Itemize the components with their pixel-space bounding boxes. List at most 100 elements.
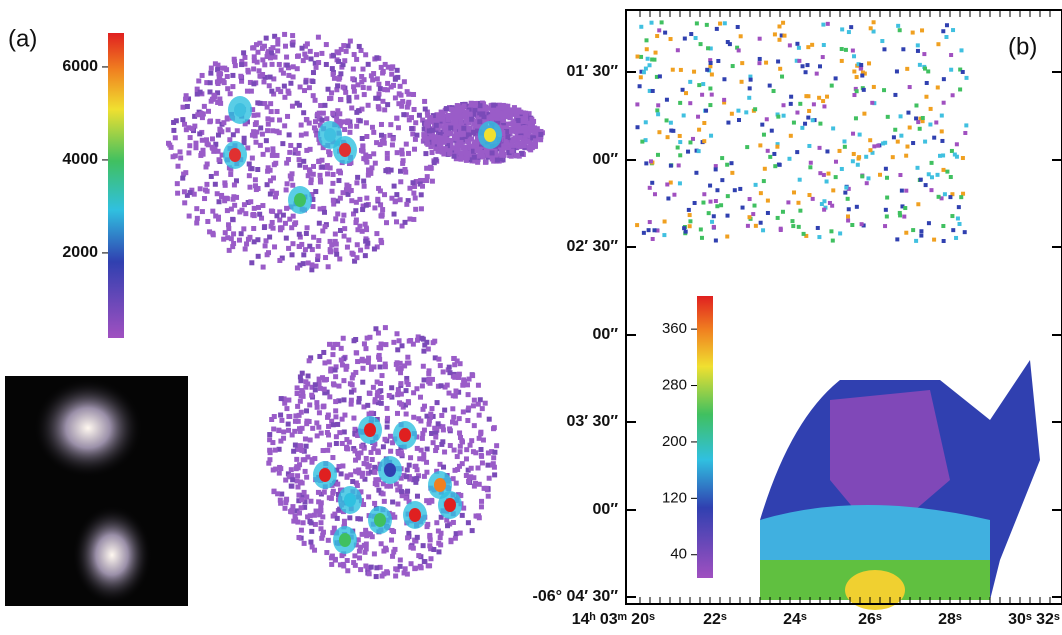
pixel [642,231,646,235]
pixel [438,542,443,547]
pixel [949,53,953,57]
pixel [338,97,343,102]
pixel [852,54,856,58]
pixel [329,562,334,567]
hotspot [434,478,446,492]
pixel [487,476,492,481]
pixel [263,243,268,248]
pixel [409,126,414,131]
pixel [336,178,341,183]
pixel [355,359,360,364]
pixel [406,531,411,536]
pixel [535,126,540,131]
pixel [895,237,899,241]
pixel [381,137,386,142]
pixel [390,500,395,505]
pixel [372,501,377,506]
pixel [275,42,280,47]
pixel [309,393,314,398]
pixel [862,88,866,92]
pixel [311,93,316,98]
pixel [288,143,293,148]
pixel [378,364,383,369]
pixel [818,146,822,150]
pixel [242,202,247,207]
pixel [515,153,520,158]
pixel [693,201,697,205]
pixel [420,436,425,441]
pixel [183,170,188,175]
pixel [533,138,538,143]
pixel [811,118,815,122]
pixel [485,463,490,468]
pixel [951,93,955,97]
pixel [468,474,473,479]
pixel [669,37,673,41]
pixel [407,186,412,191]
pixel [644,161,648,165]
pixel [264,138,269,143]
pixel [270,45,275,50]
pixel [249,89,254,94]
pixel [400,343,405,348]
pixel [770,129,774,133]
pixel [383,325,388,330]
pixel [340,463,345,468]
pixel [852,69,856,73]
pixel [185,104,190,109]
pixel [369,565,374,570]
pixel [364,203,369,208]
pixel [404,202,409,207]
pixel [449,107,454,112]
pixel [426,120,431,125]
pixel [884,167,888,171]
pixel [906,111,910,115]
pixel [708,87,712,91]
pixel [806,116,810,120]
pixel [311,70,316,75]
pixel [411,191,416,196]
pixel [436,421,441,426]
pixel [422,428,427,433]
pixel [346,237,351,242]
pixel [394,116,399,121]
pixel [686,150,690,154]
pixel [289,467,294,472]
pixel [427,563,432,568]
pixel [283,44,288,49]
pixel [854,116,858,120]
dec-label: 03′ 30″ [566,413,618,430]
pixel [323,255,328,260]
pixel [429,166,434,171]
pixel [393,77,398,82]
pixel [746,224,750,228]
pixel [411,92,416,97]
dec-label: 01′ 30″ [566,63,618,80]
pixel [921,116,925,120]
pixel [437,141,442,146]
pixel [306,260,311,265]
pixel [406,92,411,97]
pixel [925,81,929,85]
pixel [261,152,266,157]
pixel [193,141,198,146]
pixel [367,391,372,396]
pixel [453,115,458,120]
pixel [479,112,484,117]
pixel [269,50,274,55]
pixel [314,52,319,57]
pixel [712,225,716,229]
pixel [367,531,372,536]
pixel [261,265,266,270]
pixel [428,556,433,561]
ra-label: 30ˢ [1008,611,1032,628]
pixel [415,535,420,540]
pixel [376,355,381,360]
pixel [295,391,300,396]
dec-label: 00″ [593,151,619,168]
pixel [349,390,354,395]
pixel [936,173,940,177]
pixel [229,236,234,241]
pixel [306,373,311,378]
pixel [737,118,741,122]
